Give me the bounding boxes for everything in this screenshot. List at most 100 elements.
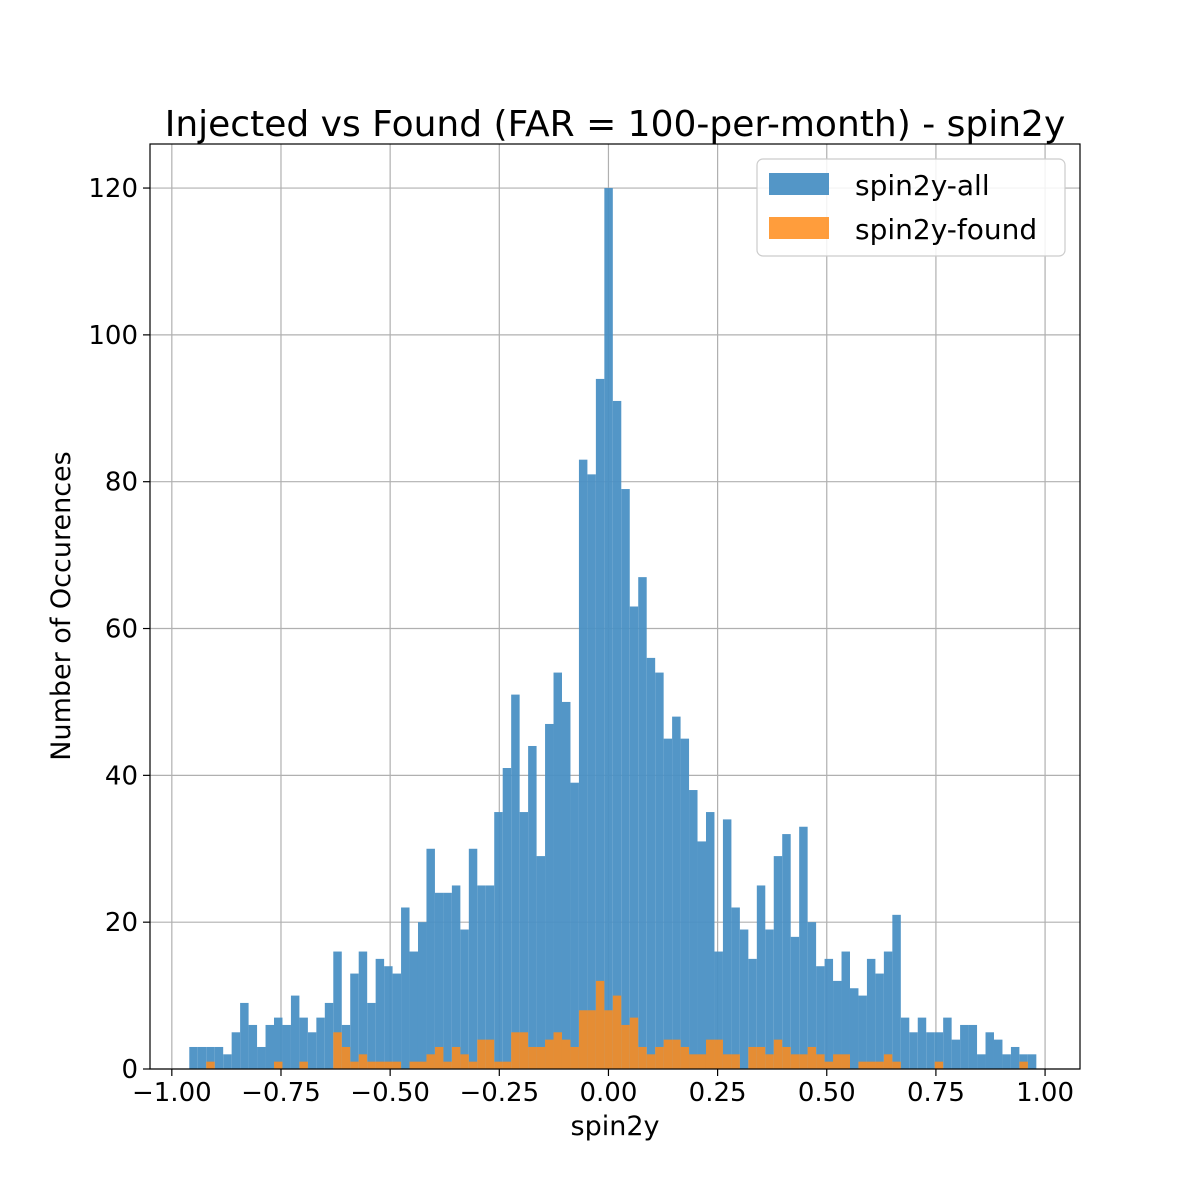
bar-found	[536, 1046, 546, 1069]
bar-all	[934, 1032, 944, 1069]
bar-found	[731, 1054, 740, 1069]
bar-all	[528, 745, 537, 1069]
bar-found	[519, 1032, 529, 1069]
bar-found	[392, 1061, 402, 1069]
bar-found	[587, 1010, 596, 1069]
bar-all	[214, 1046, 224, 1069]
bar-found	[561, 1039, 571, 1069]
bar-found	[341, 1046, 351, 1069]
x-tick-label: 1.00	[1016, 1078, 1074, 1108]
bar-all	[477, 885, 486, 1069]
bar-found	[629, 1017, 639, 1069]
bar-all	[748, 958, 757, 1069]
bar-all	[621, 489, 630, 1069]
bar-found	[883, 1054, 893, 1069]
bar-found	[612, 995, 622, 1069]
legend-box	[756, 158, 1066, 257]
bar-all	[646, 657, 656, 1069]
bar-all	[494, 812, 503, 1069]
legend[interactable]: spin2y-all spin2y-found	[756, 158, 1066, 257]
bar-found	[705, 1039, 715, 1069]
bar-found	[663, 1039, 673, 1069]
y-tick-label: 0	[121, 1055, 138, 1085]
bar-all	[756, 885, 766, 1069]
bar-found	[426, 1054, 435, 1069]
bar-all	[324, 1002, 334, 1069]
bar-found	[680, 1046, 690, 1069]
bar-found	[485, 1039, 495, 1069]
bar-all	[833, 980, 842, 1069]
bar-found	[451, 1046, 461, 1069]
bar-all	[714, 951, 723, 1069]
bar-all	[468, 848, 478, 1069]
bar-all	[799, 826, 808, 1069]
bar-all	[578, 459, 588, 1070]
bar-found	[697, 1054, 706, 1069]
bar-found	[460, 1054, 469, 1069]
chart-title: Injected vs Found (FAR = 100-per-month) …	[165, 104, 1066, 145]
bar-found	[934, 1061, 944, 1069]
bar-all	[722, 819, 732, 1069]
bar-all	[240, 1002, 249, 1069]
bar-all	[638, 577, 647, 1069]
bar-all	[790, 936, 800, 1069]
bar-all	[705, 812, 715, 1069]
bar-all	[663, 738, 673, 1069]
bar-found	[824, 1061, 834, 1069]
bar-all	[824, 958, 834, 1069]
bar-all	[553, 672, 562, 1069]
bar-all	[909, 1032, 918, 1069]
y-axis-ticks: 0 20 40 60 80 100 120	[88, 174, 150, 1085]
x-tick-label: 0.25	[689, 1078, 747, 1108]
bar-all	[417, 922, 427, 1069]
bar-all	[807, 922, 817, 1069]
y-tick-label: 60	[105, 615, 138, 645]
bar-all	[401, 907, 410, 1069]
bar-all	[206, 1046, 215, 1069]
bar-found	[511, 1032, 520, 1069]
bar-all	[536, 856, 546, 1069]
x-tick-label: 0.50	[798, 1078, 856, 1108]
bar-found	[494, 1061, 503, 1069]
bar-all	[299, 1017, 308, 1069]
bar-all	[375, 958, 385, 1069]
bar-all	[985, 1032, 994, 1069]
bar-found	[1019, 1061, 1028, 1069]
bar-found	[748, 1046, 757, 1069]
bar-all	[773, 856, 783, 1069]
bar-found	[833, 1054, 842, 1069]
x-tick-label: 0.00	[580, 1078, 638, 1108]
bar-found	[782, 1046, 791, 1069]
bar-all	[451, 885, 461, 1069]
bar-all	[739, 929, 749, 1069]
legend-label-found: spin2y-found	[855, 213, 1037, 246]
bar-found	[714, 1039, 723, 1069]
bar-found	[765, 1054, 774, 1069]
bar-all	[816, 966, 825, 1069]
bar-all	[1002, 1054, 1011, 1069]
x-tick-label: −0.25	[459, 1078, 539, 1108]
y-tick-label: 100	[88, 321, 138, 351]
bar-all	[358, 951, 368, 1069]
bar-all	[367, 1002, 376, 1069]
bar-all	[570, 782, 579, 1069]
bar-all	[765, 929, 774, 1069]
bar-all	[485, 885, 495, 1069]
bar-found	[206, 1061, 215, 1069]
x-axis-label: spin2y	[571, 1111, 660, 1142]
y-axis-label: Number of Occurences	[46, 451, 77, 760]
bar-all	[1027, 1054, 1037, 1069]
bar-all	[223, 1054, 232, 1069]
bar-all	[1010, 1046, 1020, 1069]
bar-found	[570, 1046, 579, 1069]
bar-all	[595, 378, 605, 1069]
x-tick-label: −0.50	[350, 1078, 430, 1108]
bar-all	[993, 1039, 1003, 1069]
bar-all	[977, 1054, 986, 1069]
bar-found	[892, 1061, 901, 1069]
bar-found	[350, 1061, 359, 1069]
bar-all	[409, 951, 418, 1069]
bar-all	[680, 738, 690, 1069]
bar-all	[561, 701, 571, 1069]
